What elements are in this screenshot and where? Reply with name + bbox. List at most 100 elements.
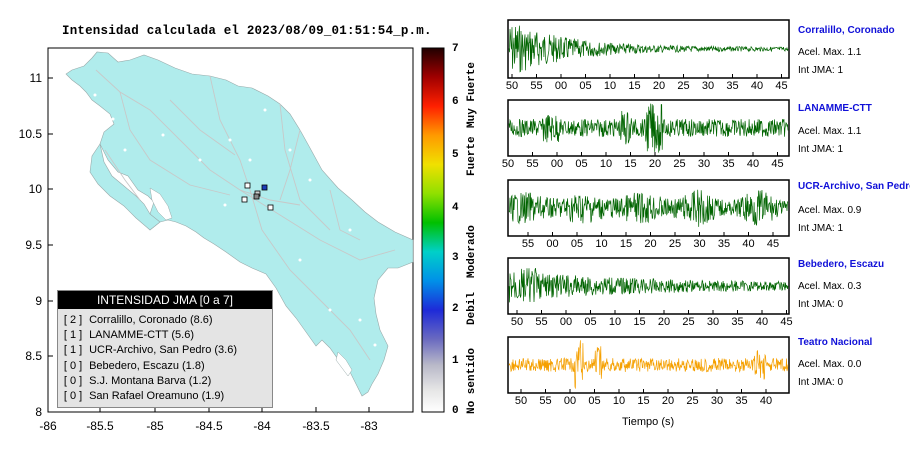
x-tick-label: -85.5 [86, 419, 114, 433]
legend-item: [ 1 ] LANAMME-CTT (5.6) [58, 328, 272, 343]
waveform-tick-label: 30 [702, 80, 714, 92]
waveform-tick-label: 05 [584, 316, 596, 328]
y-tick-label: 10.5 [19, 127, 43, 141]
legend-station: LANAMME-CTT (5.6) [89, 329, 194, 342]
x-tick-label: -83 [360, 419, 378, 433]
station-marker-lanamme [244, 182, 251, 189]
waveform-tick-label: 00 [564, 395, 576, 407]
colorbar-tick: 4 [452, 202, 459, 214]
waveform-tick-label: 10 [613, 395, 625, 407]
x-tick-label: -84 [253, 419, 271, 433]
waveform-tick-label: 40 [747, 158, 759, 170]
legend-title: INTENSIDAD JMA [0 a 7] [58, 291, 272, 309]
station-name: Corralillo, Coronado [798, 25, 895, 36]
waveform-tick-label: 05 [588, 395, 600, 407]
waveform-tick-label: 10 [604, 80, 616, 92]
waveform-tick-label: 50 [515, 395, 527, 407]
waveform-tick-label: 45 [767, 238, 779, 250]
station-jma: Int JMA: 0 [798, 377, 844, 388]
waveform-tick-label: 15 [624, 158, 636, 170]
station-marker-oreamuno [267, 204, 274, 211]
y-tick-label: 9 [35, 294, 42, 308]
waveform-tick-label: 15 [637, 395, 649, 407]
x-tick-label: -83.5 [302, 419, 330, 433]
station-acel: Acel. Max. 0.3 [798, 281, 862, 292]
legend-level: [ 1 ] [63, 344, 83, 357]
waveform-tick-label: 25 [673, 158, 685, 170]
colorbar-tick: 5 [452, 149, 459, 161]
waveform-tick-label: 00 [546, 238, 558, 250]
waveform-tick-label: 15 [628, 80, 640, 92]
waveform-tick-label: 35 [735, 395, 747, 407]
station-acel: Acel. Max. 0.9 [798, 205, 862, 216]
colorbar-label-fuerte: Fuerte [466, 136, 478, 176]
waveform-tick-label: 35 [726, 80, 738, 92]
waveform-tick-label: 25 [677, 80, 689, 92]
y-tick-label: 8.5 [25, 349, 42, 363]
nicoya-peninsula [89, 143, 161, 231]
waveform-tick-label: 35 [718, 238, 730, 250]
waveform-tick-label: 05 [579, 80, 591, 92]
legend-station: S.J. Montana Barva (1.2) [89, 374, 212, 387]
waveform-trace [508, 103, 789, 153]
station-jma: Int JMA: 1 [798, 65, 844, 76]
waveform-tick-label: 00 [560, 316, 572, 328]
waveform-tick-label: 40 [751, 80, 763, 92]
waveform-tick-label: 50 [511, 316, 523, 328]
waveform-trace [508, 189, 789, 227]
waveform-tick-label: 55 [522, 238, 534, 250]
waveform-tick-label: 50 [506, 80, 518, 92]
station-marker-barva [253, 193, 260, 200]
x-tick-label: -84.5 [195, 419, 223, 433]
legend-station: San Rafael Oreamuno (1.9) [89, 389, 225, 402]
waveform-tick-label: 00 [551, 158, 563, 170]
waveform-tick-label: 45 [780, 316, 792, 328]
waveform-frame [507, 179, 790, 237]
waveform-tick-label: 40 [742, 238, 754, 250]
waveform-tick-label: 30 [693, 238, 705, 250]
colorbar-tick: 1 [452, 355, 459, 367]
colorbar-tick: 0 [452, 405, 459, 417]
legend-item: [ 0 ] Bebedero, Escazu (1.8) [58, 359, 272, 374]
intensity-legend: INTENSIDAD JMA [0 a 7] [ 2 ] Corralillo,… [57, 290, 273, 408]
waveform-tick-label: 35 [722, 158, 734, 170]
waveform-tick-label: 10 [609, 316, 621, 328]
waveform-tick-label: 55 [526, 158, 538, 170]
waveform-trace [508, 340, 789, 389]
waveform-tick-label: 20 [658, 316, 670, 328]
legend-level: [ 2 ] [63, 314, 83, 326]
waveform-tick-label: 30 [711, 395, 723, 407]
waveform-tick-label: 10 [595, 238, 607, 250]
waveform-tick-label: 10 [600, 158, 612, 170]
waveform-tick-label: 00 [555, 80, 567, 92]
waveform-tick-label: 55 [539, 395, 551, 407]
legend-item: [ 2 ] Corralillo, Coronado (8.6) [58, 313, 272, 328]
y-tick-label: 9.5 [25, 238, 42, 252]
town-dots [93, 93, 377, 347]
legend-level: [ 0 ] [63, 359, 83, 372]
x-tick-label: -85 [146, 419, 164, 433]
colorbar-tick: 7 [452, 43, 459, 55]
station-jma: Int JMA: 0 [798, 299, 844, 310]
waveform-tick-label: 20 [649, 158, 661, 170]
waveform-tick-label: 55 [535, 316, 547, 328]
waveform-tick-label: 45 [771, 158, 783, 170]
waveform-tick-label: 15 [633, 316, 645, 328]
waveform-tick-label: 20 [653, 80, 665, 92]
station-name: UCR-Archivo, San Pedro [798, 181, 910, 192]
waveform-tick-label: 40 [760, 395, 772, 407]
waveform-tick-label: 20 [644, 238, 656, 250]
station-markers [241, 182, 274, 211]
waveform-trace [508, 268, 789, 303]
waveform-tick-label: 35 [731, 316, 743, 328]
colorbar-label-moderado: Moderado [466, 225, 478, 278]
station-acel: Acel. Max. 1.1 [798, 126, 862, 137]
colorbar [421, 47, 445, 413]
station-name: LANAMME-CTT [798, 103, 872, 114]
legend-station: UCR-Archivo, San Pedro (3.6) [89, 344, 238, 357]
station-acel: Acel. Max. 0.0 [798, 359, 862, 370]
station-jma: Int JMA: 1 [798, 144, 844, 155]
waveform-tick-label: 30 [707, 316, 719, 328]
waveform-tick-label: 40 [756, 316, 768, 328]
waveform-frame [507, 99, 790, 157]
